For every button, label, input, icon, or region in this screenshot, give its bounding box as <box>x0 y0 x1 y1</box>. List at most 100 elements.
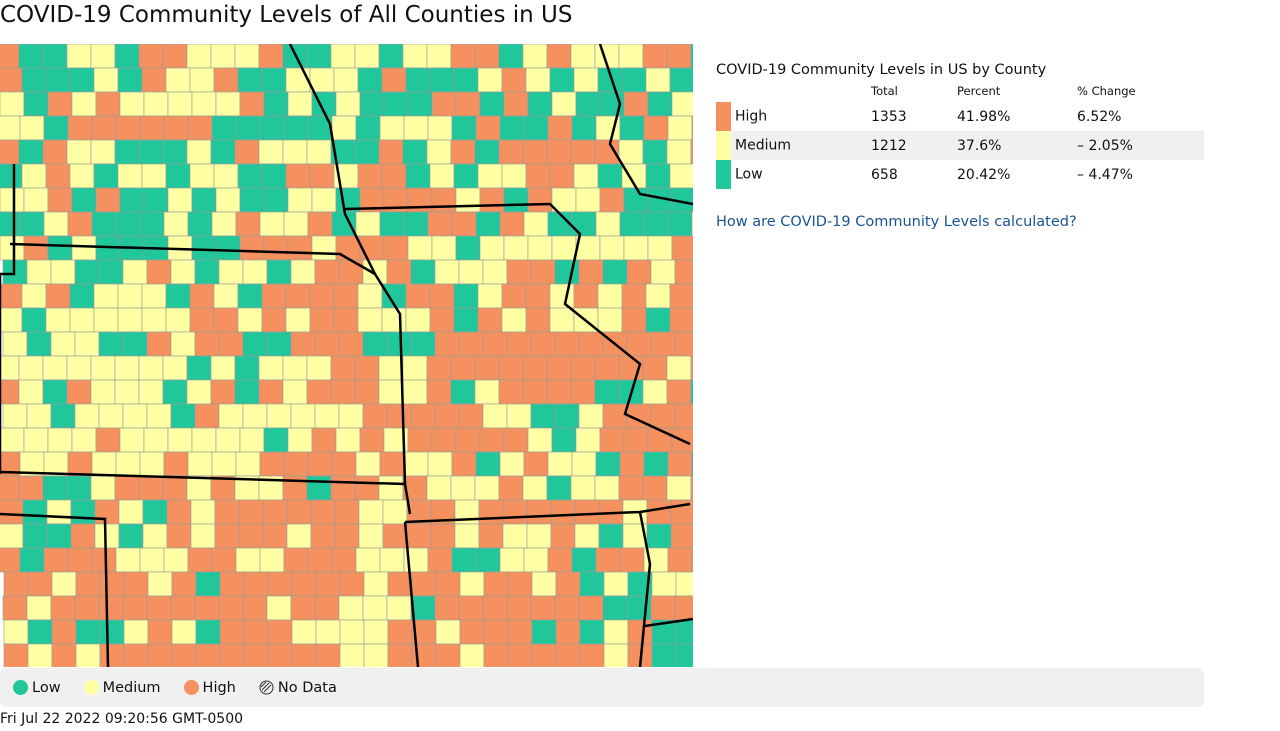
county[interactable] <box>551 91 577 117</box>
county[interactable] <box>170 403 196 429</box>
county[interactable] <box>23 427 49 453</box>
county[interactable] <box>267 571 293 597</box>
county[interactable] <box>170 595 196 621</box>
county[interactable] <box>143 427 169 453</box>
county-map[interactable] <box>0 44 693 667</box>
county[interactable] <box>410 595 436 621</box>
county[interactable] <box>314 259 340 285</box>
county[interactable] <box>45 67 71 93</box>
county[interactable] <box>455 427 481 453</box>
county[interactable] <box>330 355 356 381</box>
county[interactable] <box>21 67 47 93</box>
county[interactable] <box>530 331 556 357</box>
county[interactable] <box>171 571 197 597</box>
county[interactable] <box>339 571 365 597</box>
county[interactable] <box>603 571 629 597</box>
county[interactable] <box>503 427 529 453</box>
county[interactable] <box>118 523 144 549</box>
county[interactable] <box>186 475 212 501</box>
county[interactable] <box>506 595 532 621</box>
county[interactable] <box>263 187 289 213</box>
county[interactable] <box>527 187 553 213</box>
county[interactable] <box>666 379 692 405</box>
county[interactable] <box>623 427 649 453</box>
county[interactable] <box>526 523 552 549</box>
county[interactable] <box>311 235 337 261</box>
county[interactable] <box>142 499 168 525</box>
county[interactable] <box>242 403 268 429</box>
county[interactable] <box>0 44 20 69</box>
county[interactable] <box>243 643 269 667</box>
county[interactable] <box>531 571 557 597</box>
county[interactable] <box>147 619 173 645</box>
county[interactable] <box>18 44 44 69</box>
county[interactable] <box>117 283 143 309</box>
county[interactable] <box>70 499 96 525</box>
county[interactable] <box>379 451 405 477</box>
county[interactable] <box>93 67 119 93</box>
county[interactable] <box>531 643 557 667</box>
county[interactable] <box>571 451 597 477</box>
county[interactable] <box>218 595 244 621</box>
county[interactable] <box>407 235 433 261</box>
county[interactable] <box>71 427 97 453</box>
county[interactable] <box>285 283 311 309</box>
county[interactable] <box>477 67 503 93</box>
county[interactable] <box>0 235 25 261</box>
county[interactable] <box>403 115 429 141</box>
county[interactable] <box>335 91 361 117</box>
county[interactable] <box>573 67 599 93</box>
county[interactable] <box>434 259 460 285</box>
county[interactable] <box>690 379 693 405</box>
county[interactable] <box>194 259 220 285</box>
county[interactable] <box>122 403 148 429</box>
county[interactable] <box>670 523 693 549</box>
county[interactable] <box>571 115 597 141</box>
county[interactable] <box>387 571 413 597</box>
county[interactable] <box>210 379 236 405</box>
county[interactable] <box>51 619 77 645</box>
county[interactable] <box>98 595 124 621</box>
county[interactable] <box>354 44 380 69</box>
county[interactable] <box>50 403 76 429</box>
county[interactable] <box>147 571 173 597</box>
county[interactable] <box>431 235 457 261</box>
county[interactable] <box>427 211 453 237</box>
county[interactable] <box>314 595 340 621</box>
county[interactable] <box>642 355 668 381</box>
county[interactable] <box>283 211 309 237</box>
county[interactable] <box>402 139 428 165</box>
county[interactable] <box>621 283 647 309</box>
county[interactable] <box>3 571 29 597</box>
county[interactable] <box>643 211 669 237</box>
county[interactable] <box>647 91 673 117</box>
county[interactable] <box>285 163 311 189</box>
county[interactable] <box>547 115 573 141</box>
county[interactable] <box>186 379 212 405</box>
county[interactable] <box>546 475 572 501</box>
county[interactable] <box>19 115 45 141</box>
county[interactable] <box>91 211 117 237</box>
county[interactable] <box>650 259 676 285</box>
county[interactable] <box>2 595 28 621</box>
county[interactable] <box>242 259 268 285</box>
county[interactable] <box>382 523 408 549</box>
county[interactable] <box>643 115 669 141</box>
county[interactable] <box>525 307 551 333</box>
county[interactable] <box>455 187 481 213</box>
county[interactable] <box>114 44 140 69</box>
county[interactable] <box>358 523 384 549</box>
county[interactable] <box>0 91 25 117</box>
county[interactable] <box>499 451 525 477</box>
county[interactable] <box>599 235 625 261</box>
county[interactable] <box>619 211 645 237</box>
county[interactable] <box>23 235 49 261</box>
county[interactable] <box>674 331 693 357</box>
county[interactable] <box>522 475 548 501</box>
county[interactable] <box>450 44 476 69</box>
county[interactable] <box>666 139 692 165</box>
county[interactable] <box>642 44 668 69</box>
county[interactable] <box>165 307 191 333</box>
county[interactable] <box>146 595 172 621</box>
county[interactable] <box>575 91 601 117</box>
